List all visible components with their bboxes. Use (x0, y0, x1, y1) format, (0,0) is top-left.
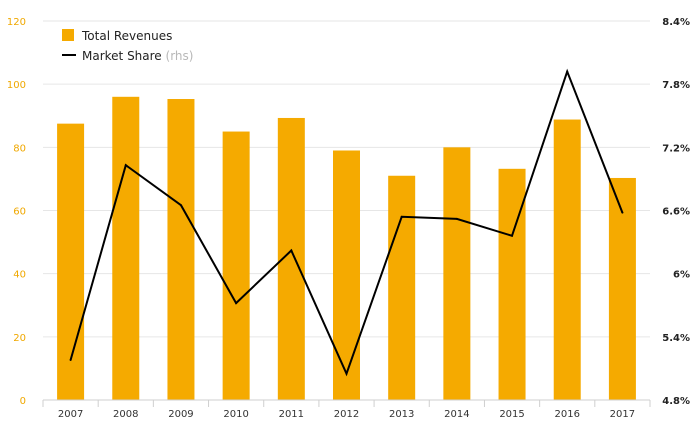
point-market-share (290, 249, 293, 252)
x-axis-tick-label: 2011 (279, 409, 304, 420)
point-market-share (179, 204, 182, 207)
point-market-share (235, 302, 238, 305)
bar-total-revenues (608, 177, 636, 400)
legend: Total Revenues Market Share (rhs) (62, 29, 193, 63)
bar-total-revenues (57, 123, 85, 400)
point-market-share (566, 70, 569, 73)
x-axis-tick-label: 2007 (58, 409, 83, 420)
right-axis-tick-label: 6.6% (662, 207, 690, 218)
right-axis-tick-label: 7.2% (662, 143, 690, 154)
axes: 0 4.8% 20 5.4% 40 6% 60 6.6% 80 7.2% 100 7.8% 120 8.4… (7, 17, 690, 420)
x-axis-tick-label: 2012 (334, 409, 359, 420)
right-axis-tick-label: 7.8% (662, 80, 690, 91)
right-axis-tick-label: 4.8% (662, 396, 690, 407)
revenue-bars (57, 96, 636, 401)
right-axis-tick-label: 5.4% (662, 333, 690, 344)
legend-label-market-share: Market Share (rhs) (82, 49, 193, 63)
bar-total-revenues (167, 99, 195, 400)
x-axis-tick-label: 2015 (499, 409, 524, 420)
point-market-share (69, 358, 72, 361)
point-market-share (511, 234, 514, 237)
point-market-share (455, 217, 458, 220)
x-axis-tick-label: 2008 (113, 409, 138, 420)
bar-total-revenues (112, 96, 140, 401)
x-axis-tick-label: 2016 (555, 409, 580, 420)
point-market-share (400, 215, 403, 218)
bar-total-revenues (553, 119, 581, 400)
point-market-share (124, 164, 127, 167)
x-axis-tick-label: 2013 (389, 409, 414, 420)
bar-total-revenues (333, 150, 360, 400)
bar-total-revenues (388, 175, 416, 400)
left-axis-tick-label: 80 (13, 143, 26, 154)
market-share-line (69, 68, 624, 377)
right-axis-tick-label: 6% (673, 270, 690, 281)
left-axis-tick-label: 60 (13, 207, 26, 218)
bar-total-revenues (443, 147, 471, 400)
x-axis-tick-label: 2010 (223, 409, 248, 420)
legend-label-total-revenues: Total Revenues (81, 29, 172, 43)
x-axis-tick-label: 2017 (610, 409, 635, 420)
legend-swatch-total-revenues (62, 29, 74, 41)
bar-total-revenues (498, 168, 526, 400)
left-axis-tick-label: 120 (7, 17, 26, 28)
left-axis-tick-label: 100 (7, 80, 26, 91)
left-axis-tick-label: 0 (20, 396, 26, 407)
x-axis-tick-label: 2009 (168, 409, 193, 420)
left-axis-tick-label: 40 (13, 270, 26, 281)
bar-total-revenues (222, 131, 250, 400)
left-axis-tick-label: 20 (13, 333, 26, 344)
x-axis-tick-label: 2014 (444, 409, 469, 420)
right-axis-tick-label: 8.4% (662, 17, 690, 28)
point-market-share (621, 211, 624, 214)
point-market-share (345, 372, 348, 375)
